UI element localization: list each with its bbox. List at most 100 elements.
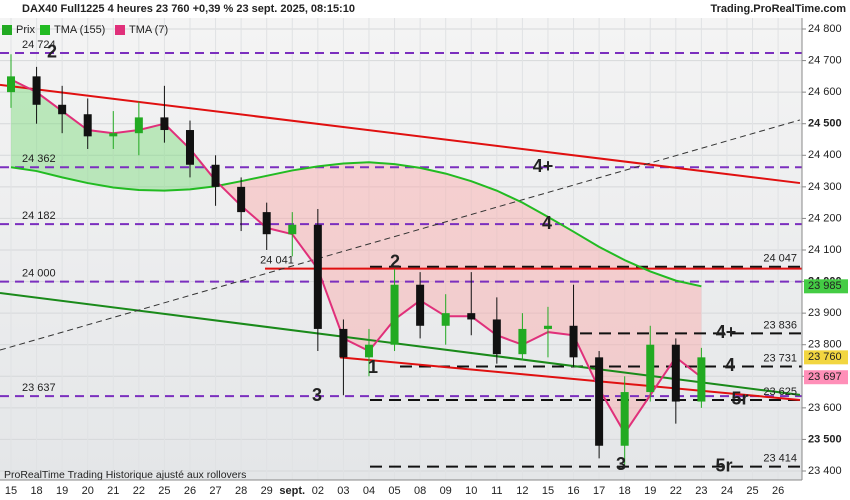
x-tick-label: 08	[414, 485, 426, 497]
y-tick-label: 24 400	[808, 149, 842, 161]
purple-tag: 2	[47, 42, 57, 62]
candle-body	[569, 325, 578, 358]
y-tick-label: 24 600	[808, 86, 842, 98]
ma-fill	[11, 79, 37, 172]
x-tick-label: 20	[82, 485, 94, 497]
legend-label: TMA (7)	[129, 24, 168, 36]
y-tick-label: 24 500	[808, 118, 842, 130]
candle-body	[58, 104, 67, 115]
legend-label: Prix	[16, 24, 35, 36]
ma-fill	[62, 111, 88, 184]
x-tick-label: 18	[619, 485, 631, 497]
source: Trading.ProRealTime.com	[710, 3, 846, 15]
candle-body	[134, 117, 143, 134]
candle-body	[313, 224, 322, 329]
ma-fill	[343, 162, 369, 352]
purple-level-label: 24 000	[22, 267, 56, 279]
candle-body	[83, 114, 92, 137]
ma-fill	[113, 130, 139, 191]
y-tick-label: 24 700	[808, 54, 842, 66]
price-flag-label: 23 985	[808, 280, 842, 292]
ma-fill	[266, 170, 293, 235]
x-tick-label: 26	[184, 485, 196, 497]
ma-fill	[624, 260, 651, 434]
x-tick-label: 12	[516, 485, 528, 497]
x-tick-label: 25	[158, 485, 170, 497]
purple-tag: 3	[312, 385, 322, 405]
candle-body	[237, 186, 246, 213]
black-tag: 4+	[716, 322, 737, 342]
x-tick-label: 04	[363, 485, 375, 497]
ma-fill	[445, 173, 472, 317]
y-tick-label: 24 100	[808, 244, 842, 256]
ma-fill	[138, 123, 165, 191]
x-tick-label: 21	[107, 485, 119, 497]
legend-label: TMA (155)	[54, 24, 105, 36]
x-tick-label: 26	[772, 485, 784, 497]
candle-body	[467, 313, 476, 320]
black-tag: 4	[725, 355, 735, 375]
y-tick-label: 23 500	[808, 433, 842, 445]
candle-body	[364, 344, 373, 358]
price-flag-label: 23 760	[808, 351, 842, 363]
ma-fill	[420, 167, 446, 317]
legend-swatch	[2, 25, 12, 35]
black-tag: 1	[368, 357, 378, 377]
black-tag: 2	[390, 251, 400, 271]
purple-level-label: 24 362	[22, 153, 56, 165]
x-tick-label: 22	[670, 485, 682, 497]
candle-body	[185, 130, 194, 165]
candle-body	[518, 328, 527, 355]
candle-body	[697, 357, 706, 402]
ma-fill	[368, 162, 395, 352]
black-level-label: 23 625	[763, 386, 797, 398]
header-bar	[0, 0, 850, 18]
purple-tag: 4+	[533, 156, 554, 176]
candle-body	[288, 224, 297, 235]
candle-body	[543, 325, 552, 329]
black-level-label: 24 047	[763, 253, 797, 265]
ma-fill	[471, 181, 497, 336]
y-tick-label: 23 400	[808, 465, 842, 477]
x-tick-label: 27	[209, 485, 221, 497]
x-tick-label: 25	[746, 485, 758, 497]
x-tick-label: 17	[593, 485, 605, 497]
legend-swatch	[115, 25, 125, 35]
purple-level-label: 24 724	[22, 39, 56, 51]
plot-area	[0, 18, 802, 480]
x-tick-label: 15	[542, 485, 554, 497]
ma-fill	[241, 175, 267, 228]
black-level-label: 23 836	[763, 319, 797, 331]
x-tick-label: 19	[56, 485, 68, 497]
candle-body	[390, 284, 399, 345]
x-tick-label: 10	[465, 485, 477, 497]
y-tick-label: 23 800	[808, 339, 842, 351]
ma-fill	[189, 148, 216, 190]
price-flag	[804, 350, 848, 365]
trendline	[0, 119, 801, 351]
candle-body	[109, 133, 118, 137]
candle-body	[620, 392, 629, 446]
price-flag	[804, 370, 848, 385]
ma-fill	[573, 231, 600, 389]
black-tag: 5r	[715, 455, 732, 475]
x-tick-label: 29	[261, 485, 273, 497]
ma-fill	[36, 92, 63, 178]
x-tick-label: 11	[491, 485, 502, 497]
x-tick-label: 03	[337, 485, 349, 497]
purple-level-label: 23 637	[22, 382, 56, 394]
black-tag: 3	[616, 454, 626, 474]
x-tick-label: 28	[235, 485, 247, 497]
trendline	[339, 356, 801, 401]
ma-fill	[87, 130, 114, 188]
y-tick-label: 23 600	[808, 402, 842, 414]
x-tick-label: 16	[567, 485, 579, 497]
footnote: ProRealTime Trading Historique ajusté au…	[4, 469, 246, 481]
x-tick-label: 18	[30, 485, 42, 497]
purple-tag: 4	[542, 213, 552, 233]
candle-body	[671, 344, 680, 402]
x-tick-label: 15	[5, 485, 17, 497]
candle-body	[160, 117, 169, 131]
ma-fill	[547, 216, 574, 336]
